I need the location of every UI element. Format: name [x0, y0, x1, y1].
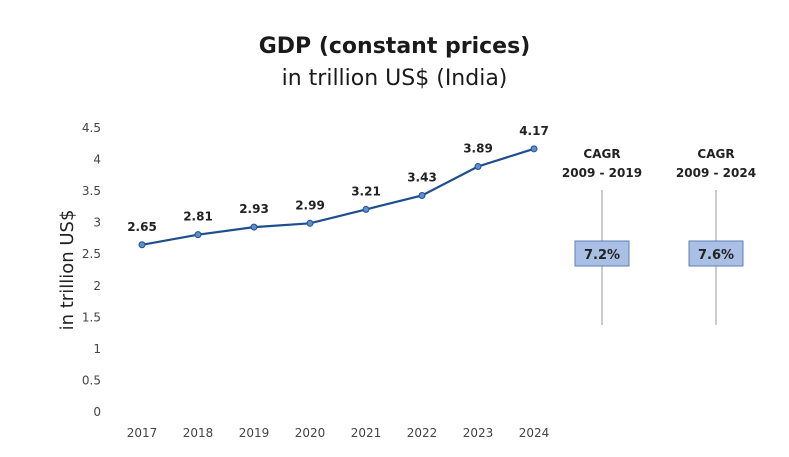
chart-title: GDP (constant prices)	[258, 34, 531, 59]
x-tick-label: 2022	[407, 426, 438, 440]
y-tick-label: 4.5	[82, 121, 101, 135]
x-tick-label: 2018	[183, 426, 214, 440]
x-tick-label: 2019	[239, 426, 270, 440]
cagr-period: 2009 - 2024	[676, 166, 756, 180]
data-label: 4.17	[519, 124, 549, 138]
data-label: 3.43	[407, 171, 437, 185]
cagr-value: 7.6%	[698, 248, 734, 263]
cagr-value-box	[574, 240, 630, 267]
data-point	[250, 223, 258, 231]
data-point	[306, 219, 314, 227]
x-tick-label: 2021	[351, 426, 382, 440]
cagr-value: 7.2%	[584, 248, 620, 263]
data-point	[418, 192, 426, 200]
y-tick-label: 2	[93, 279, 101, 293]
data-label: 3.21	[351, 184, 381, 198]
data-label: 2.65	[127, 220, 157, 234]
data-point	[138, 241, 146, 249]
data-point	[530, 145, 538, 153]
series-line	[141, 147, 535, 246]
y-axis-label: in trillion US$	[57, 210, 78, 331]
x-tick-label: 2017	[127, 426, 158, 440]
cagr-period: 2009 - 2019	[562, 166, 642, 180]
data-point	[362, 205, 370, 213]
chart-subtitle: in trillion US$ (India)	[281, 66, 508, 91]
y-tick-label: 3	[93, 216, 101, 230]
x-tick-label: 2020	[295, 426, 326, 440]
y-tick-label: 1	[93, 342, 101, 356]
cagr-value-box	[688, 240, 744, 267]
cagr-heading: CAGR	[697, 147, 734, 161]
x-tick-label: 2024	[519, 426, 550, 440]
x-tick-label: 2023	[463, 426, 494, 440]
y-tick-label: 2.5	[82, 247, 101, 261]
data-label: 2.81	[183, 210, 213, 224]
data-label: 3.89	[463, 141, 493, 155]
data-label: 2.93	[239, 202, 269, 216]
y-tick-label: 0.5	[82, 373, 101, 387]
y-tick-label: 4	[93, 153, 101, 167]
data-label: 2.99	[295, 198, 325, 212]
data-point	[474, 162, 482, 170]
cagr-heading: CAGR	[583, 147, 620, 161]
data-point	[194, 231, 202, 239]
y-tick-label: 0	[93, 405, 101, 419]
y-tick-label: 1.5	[82, 310, 101, 324]
y-tick-label: 3.5	[82, 184, 101, 198]
